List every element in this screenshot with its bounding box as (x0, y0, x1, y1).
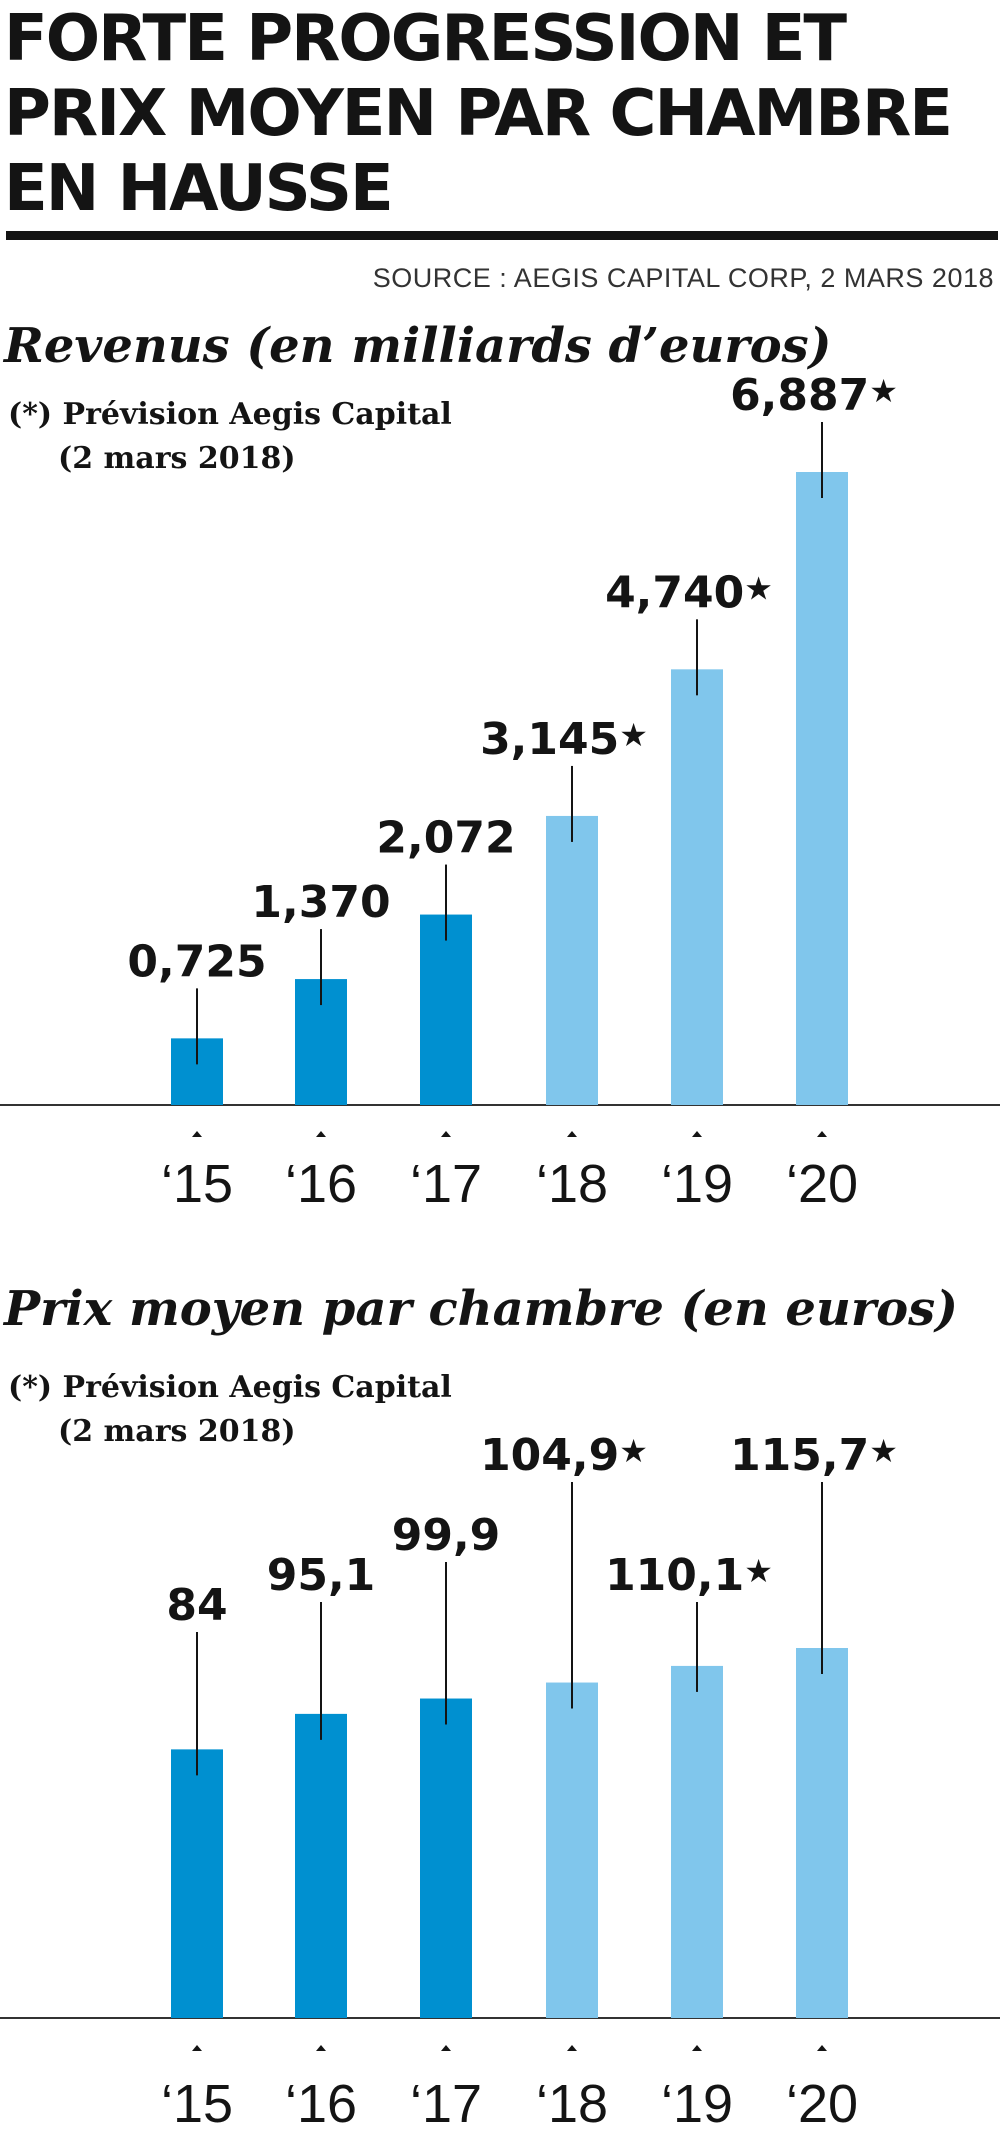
tick-label: ‘20 (786, 1154, 858, 1214)
tick-label: ‘16 (285, 2074, 357, 2134)
tick-mark (192, 2045, 202, 2051)
tick-label: ‘17 (410, 1154, 482, 1214)
price-per-room-chart: Prix moyen par chambre (en euros) (*) Pré… (0, 1281, 1000, 2134)
value-label: 3,145★ (480, 714, 648, 765)
value-label: 115,7★ (730, 1430, 898, 1481)
forecast-note-line: (*) Prévision Aegis Capital (8, 1370, 452, 1405)
revenue-chart: Revenus (en milliards d’euros) (*) Prévis… (0, 318, 1000, 1214)
forecast-star: ★ (869, 1432, 898, 1470)
tick-label: ‘19 (661, 2074, 733, 2134)
tick-label: ‘20 (786, 2074, 858, 2134)
forecast-star: ★ (619, 1432, 648, 1470)
bar (295, 1713, 347, 2018)
tick-mark (441, 2045, 451, 2051)
tick-mark (441, 1131, 451, 1137)
tick-mark (316, 1131, 326, 1137)
tick-label: ‘17 (410, 2074, 482, 2134)
headline-rule (6, 231, 998, 240)
value-label: 110,1★ (605, 1550, 773, 1601)
tick-mark (817, 1131, 827, 1137)
tick-mark (692, 1131, 702, 1137)
value-label: 99,9 (392, 1510, 501, 1561)
value-label: 95,1 (267, 1550, 376, 1601)
forecast-note-line: (*) Prévision Aegis Capital (8, 397, 452, 432)
tick-label: ‘18 (536, 1154, 608, 1214)
bar (796, 472, 848, 1105)
value-label: 2,072 (376, 813, 515, 864)
tick-label: ‘16 (285, 1154, 357, 1214)
bar (671, 1665, 723, 2018)
tick-label: ‘15 (161, 2074, 233, 2134)
bar (796, 1648, 848, 2018)
tick-mark (692, 2045, 702, 2051)
bar (420, 1698, 472, 2018)
bar (671, 669, 723, 1105)
tick-mark (192, 1131, 202, 1137)
chart-title: Prix moyen par chambre (en euros) (2, 1281, 958, 1337)
tick-label: ‘19 (661, 1154, 733, 1214)
tick-label: ‘15 (161, 1154, 233, 1214)
tick-mark (817, 2045, 827, 2051)
tick-label: ‘18 (536, 2074, 608, 2134)
value-label: 84 (166, 1580, 227, 1631)
source-credit: SOURCE : AEGIS CAPITAL CORP, 2 MARS 2018 (373, 263, 994, 293)
headline-line-3: EN HAUSSE (4, 152, 392, 226)
value-label: 0,725 (127, 936, 266, 987)
bar (420, 914, 472, 1105)
tick-mark (316, 2045, 326, 2051)
forecast-star: ★ (744, 1552, 773, 1590)
forecast-star: ★ (619, 716, 648, 754)
headline: FORTE PROGRESSION ET PRIX MOYEN PAR CHAM… (4, 2, 953, 226)
forecast-star: ★ (869, 372, 898, 410)
value-label: 6,887★ (730, 370, 898, 421)
value-label: 4,740★ (605, 567, 773, 618)
bar (546, 1682, 598, 2018)
bar (546, 815, 598, 1105)
forecast-note-line: (2 mars 2018) (58, 1414, 296, 1449)
tick-mark (567, 1131, 577, 1137)
tick-mark (567, 2045, 577, 2051)
value-label: 1,370 (251, 877, 390, 928)
chart-title: Revenus (en milliards d’euros) (2, 318, 831, 374)
forecast-note-line: (2 mars 2018) (58, 441, 296, 476)
bar (171, 1749, 223, 2018)
value-label: 104,9★ (480, 1430, 648, 1481)
forecast-star: ★ (744, 569, 773, 607)
headline-line-2: PRIX MOYEN PAR CHAMBRE (4, 77, 951, 151)
headline-line-1: FORTE PROGRESSION ET (4, 2, 847, 76)
